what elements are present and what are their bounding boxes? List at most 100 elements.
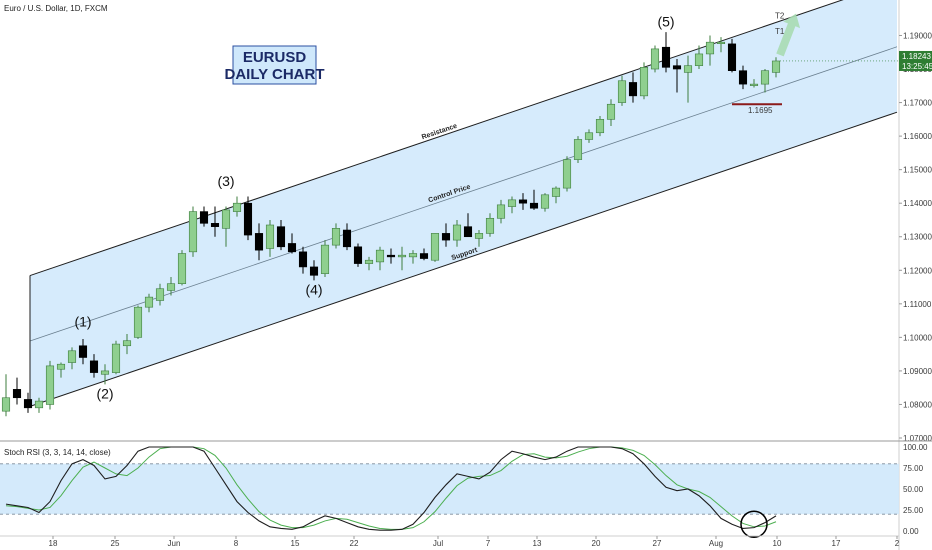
candle: [331, 223, 341, 249]
price-tick-label: 1.19000: [903, 31, 932, 40]
candle: [12, 377, 22, 405]
price-tick-label: 1.15000: [903, 166, 932, 175]
time-tick-label: Jul: [433, 539, 443, 548]
candle: [177, 250, 187, 286]
oversold-highlight-circle: [740, 510, 768, 539]
candle: [463, 213, 473, 238]
candle: [353, 243, 363, 267]
candle: [23, 392, 33, 413]
candle: [485, 213, 495, 237]
candle: [155, 283, 165, 306]
stoch-rsi-tick-label: 100.00: [903, 443, 928, 452]
candle: [562, 156, 572, 192]
candles: [1, 32, 781, 417]
candle: [309, 260, 319, 281]
candle-body: [287, 243, 297, 253]
candle-body: [276, 226, 286, 248]
candle-body: [584, 132, 594, 140]
price-axis: 1.190001.180001.170001.160001.150001.140…: [780, 31, 932, 443]
candle: [430, 233, 440, 262]
candle-body: [133, 306, 143, 338]
control-price-line: [29, 46, 898, 342]
candle: [595, 115, 605, 137]
candle: [474, 230, 484, 247]
candle-body: [452, 224, 462, 241]
time-tick-label: 13: [533, 539, 542, 548]
time-axis: 18 25 Jun 8 15 22 Jul 7 13 20 27 Aug 10 17 2: [49, 536, 900, 548]
title-line-2: DAILY CHART: [224, 66, 324, 83]
candle: [1, 374, 11, 417]
stoch-rsi-tick-label: 75.00: [903, 464, 924, 473]
candle-body: [364, 259, 374, 264]
price-tick-label: 1.17000: [903, 99, 932, 108]
time-tick-label: 25: [111, 539, 120, 548]
candle: [364, 256, 374, 271]
target-arrow: [776, 13, 801, 57]
price-pane: 1.1695 T2 T1 Resistance Control Price Su…: [1, 0, 898, 417]
last-price-badge-bg: [899, 50, 932, 71]
symbol-header: Euro / U.S. Dollar, 1D, FXCM: [4, 4, 108, 13]
time-tick-label: 2: [895, 539, 900, 548]
candle-body: [408, 253, 418, 258]
stoch-rsi-k-line: [5, 446, 777, 531]
candle: [584, 129, 594, 143]
candle: [221, 206, 231, 247]
candle-body: [496, 204, 506, 219]
time-tick-label: Jun: [168, 539, 181, 548]
candle: [694, 45, 704, 70]
candle-body: [474, 233, 484, 239]
candle: [188, 206, 198, 257]
wave-label: (2): [96, 385, 113, 401]
candle-body: [56, 363, 66, 370]
title-box-frame: [232, 45, 317, 85]
candle: [617, 75, 627, 106]
stoch-rsi-tick-label: 50.00: [903, 485, 924, 494]
candle-body: [749, 83, 759, 86]
candle-body: [595, 119, 605, 134]
candle-body: [727, 43, 737, 72]
candle: [639, 62, 649, 100]
candle-body: [738, 70, 748, 85]
candle: [397, 246, 407, 271]
stoch-rsi-d-line: [5, 446, 777, 530]
candle-body: [760, 70, 770, 85]
candle: [518, 193, 528, 210]
candle-body: [89, 360, 99, 373]
candle-body: [639, 67, 649, 97]
candle-body: [375, 249, 385, 263]
candle-body: [672, 65, 682, 70]
candle-body: [298, 251, 308, 268]
candle-body: [705, 41, 715, 55]
candle-body: [12, 389, 22, 399]
time-tick-label: 10: [773, 539, 782, 548]
candle: [683, 55, 693, 103]
wave-label: (4): [305, 281, 322, 297]
candle-body: [606, 103, 616, 120]
candle: [771, 57, 781, 78]
stoch-rsi-tick-label: 0.00: [903, 527, 919, 536]
candle-body: [353, 246, 363, 264]
candle-body: [177, 253, 187, 285]
candle-body: [188, 211, 198, 253]
candle-body: [771, 60, 781, 73]
candle: [265, 219, 275, 257]
candle-body: [463, 226, 473, 238]
candle: [386, 248, 396, 264]
candle-body: [45, 365, 55, 405]
price-tick-label: 1.11000: [903, 300, 932, 309]
candle: [100, 364, 110, 385]
candle-body: [265, 224, 275, 249]
candle: [738, 65, 748, 90]
candle: [650, 45, 660, 73]
price-tick-label: 1.14000: [903, 199, 932, 208]
wave-label: (3): [217, 173, 234, 189]
price-tick-label: 1.07000: [903, 434, 932, 443]
time-tick-label: 7: [486, 539, 491, 548]
candle: [276, 219, 286, 251]
candle: [408, 250, 418, 264]
time-tick-label: 8: [234, 539, 239, 548]
candle: [56, 362, 66, 378]
target-t2-label: T2: [775, 12, 785, 21]
candle: [419, 248, 429, 261]
candle: [452, 219, 462, 247]
